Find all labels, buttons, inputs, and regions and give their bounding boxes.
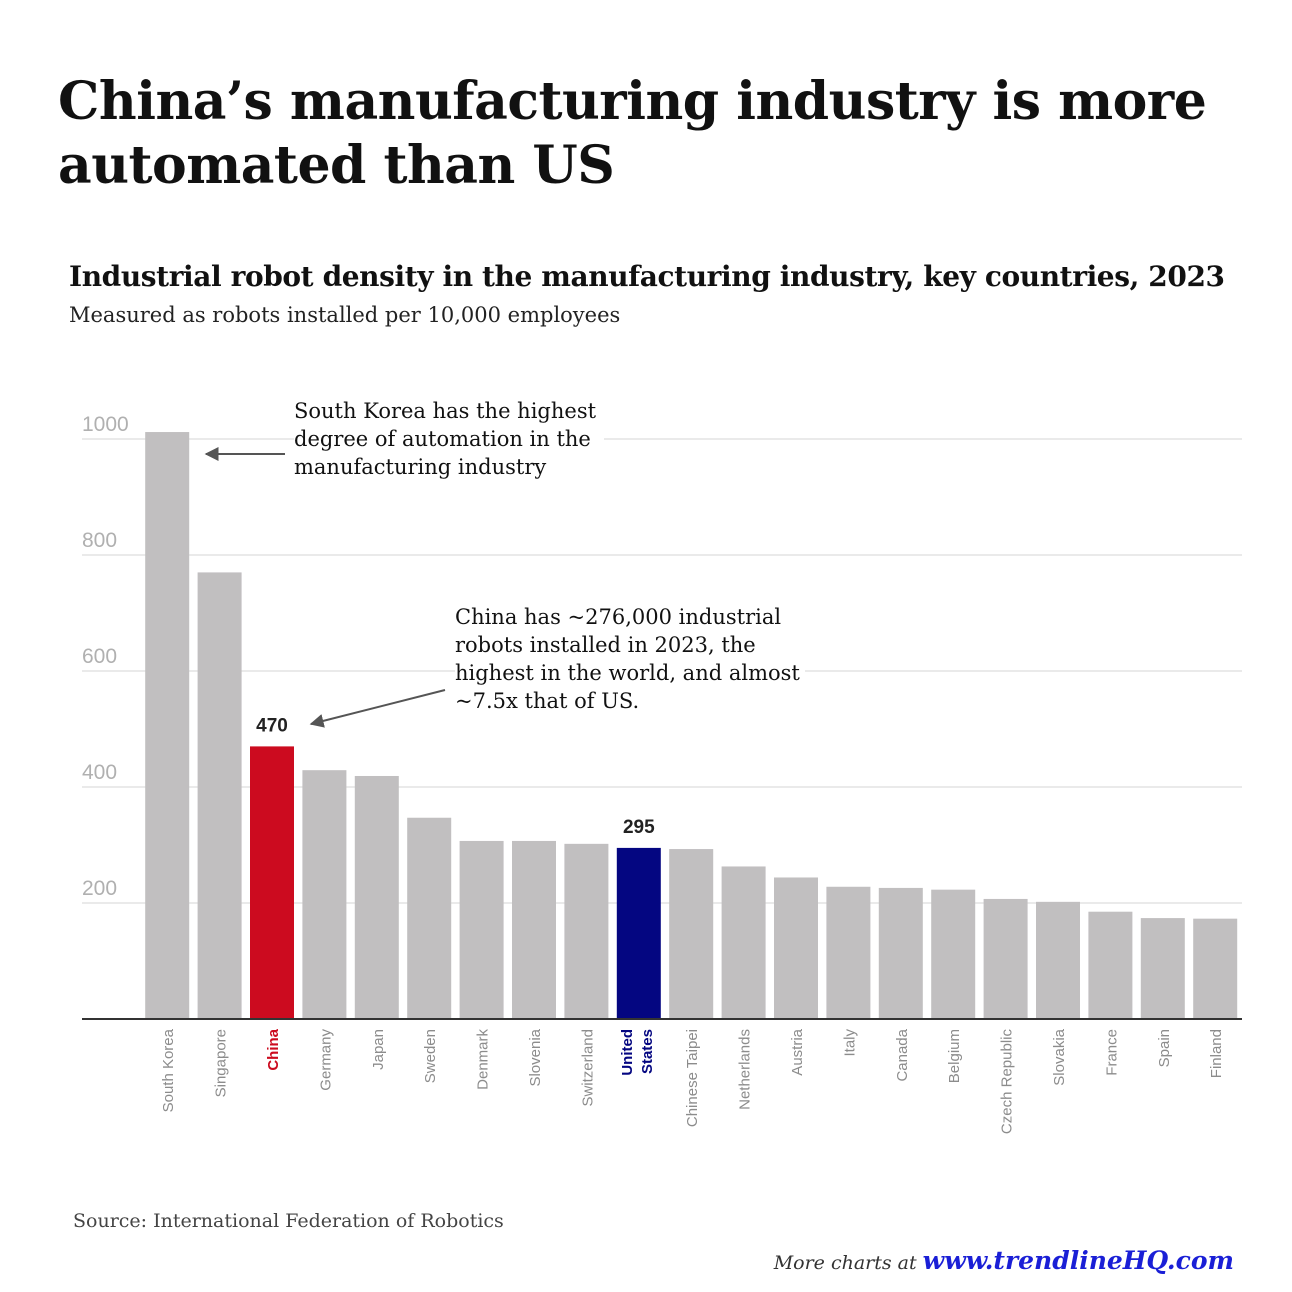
bar bbox=[302, 770, 347, 1019]
category-label: Sweden bbox=[422, 1029, 439, 1083]
y-tick-label: 600 bbox=[82, 645, 117, 668]
y-tick-label: 400 bbox=[82, 761, 117, 784]
bar bbox=[512, 840, 556, 1019]
headline: China’s manufacturing industry is more a… bbox=[58, 71, 1207, 196]
bar bbox=[826, 886, 871, 1019]
y-tick-label: 1000 bbox=[82, 413, 129, 436]
bar bbox=[1140, 918, 1185, 1019]
category-label: Denmark bbox=[475, 1029, 492, 1090]
bar bbox=[459, 840, 504, 1019]
annotation-south-korea: South Korea has the highest degree of au… bbox=[294, 397, 604, 481]
bar bbox=[983, 898, 1028, 1019]
category-label: Belgium bbox=[946, 1029, 963, 1083]
category-label: Canada bbox=[894, 1028, 911, 1081]
bar bbox=[616, 847, 661, 1019]
bar bbox=[721, 866, 766, 1019]
category-label: Singapore bbox=[213, 1029, 230, 1097]
footer-link[interactable]: www.trendlineHQ.com bbox=[922, 1246, 1234, 1275]
bar bbox=[197, 572, 242, 1019]
bar bbox=[1036, 901, 1080, 1019]
category-label: Austria bbox=[789, 1028, 806, 1075]
bar bbox=[878, 887, 923, 1019]
category-label: Czech Republic bbox=[999, 1029, 1016, 1135]
bar bbox=[774, 877, 818, 1019]
category-label: Slovenia bbox=[527, 1028, 544, 1086]
category-label: South Korea bbox=[160, 1028, 177, 1112]
bar bbox=[407, 817, 452, 1019]
category-label: Japan bbox=[370, 1029, 387, 1070]
category-label: Switzerland bbox=[579, 1029, 596, 1107]
chart-title: Industrial robot density in the manufact… bbox=[69, 260, 1225, 293]
category-label: China bbox=[265, 1028, 282, 1070]
y-tick-label: 200 bbox=[82, 877, 117, 900]
y-tick-label: 800 bbox=[82, 529, 117, 552]
bar bbox=[564, 843, 609, 1019]
source-note: Source: International Federation of Robo… bbox=[73, 1210, 504, 1232]
data-label: 295 bbox=[623, 817, 655, 838]
category-label: France bbox=[1103, 1029, 1120, 1076]
bar bbox=[931, 889, 976, 1019]
bar bbox=[145, 432, 190, 1019]
footer-credit: More charts at www.trendlineHQ.com bbox=[774, 1246, 1234, 1275]
category-label: Chinese Taipei bbox=[684, 1029, 701, 1127]
category-label: Finland bbox=[1208, 1029, 1225, 1078]
data-label: 470 bbox=[256, 715, 288, 736]
chart-subtitle: Measured as robots installed per 10,000 … bbox=[69, 303, 621, 327]
bar bbox=[669, 849, 714, 1019]
bar bbox=[1088, 911, 1133, 1019]
bar bbox=[354, 775, 399, 1019]
annotation-china: China has ~276,000 industrial robots ins… bbox=[455, 603, 805, 715]
category-label: Germany bbox=[317, 1029, 334, 1091]
annotation-arrow bbox=[309, 689, 446, 728]
category-label: Spain bbox=[1156, 1029, 1173, 1067]
bar bbox=[1193, 918, 1238, 1019]
category-label: Netherlands bbox=[737, 1029, 754, 1110]
category-label: States bbox=[639, 1029, 656, 1074]
category-label: Slovakia bbox=[1051, 1028, 1068, 1085]
footer-prefix: More charts at bbox=[773, 1252, 917, 1274]
category-label: Italy bbox=[841, 1029, 858, 1057]
category-label: United bbox=[619, 1029, 636, 1076]
bar bbox=[250, 746, 294, 1019]
